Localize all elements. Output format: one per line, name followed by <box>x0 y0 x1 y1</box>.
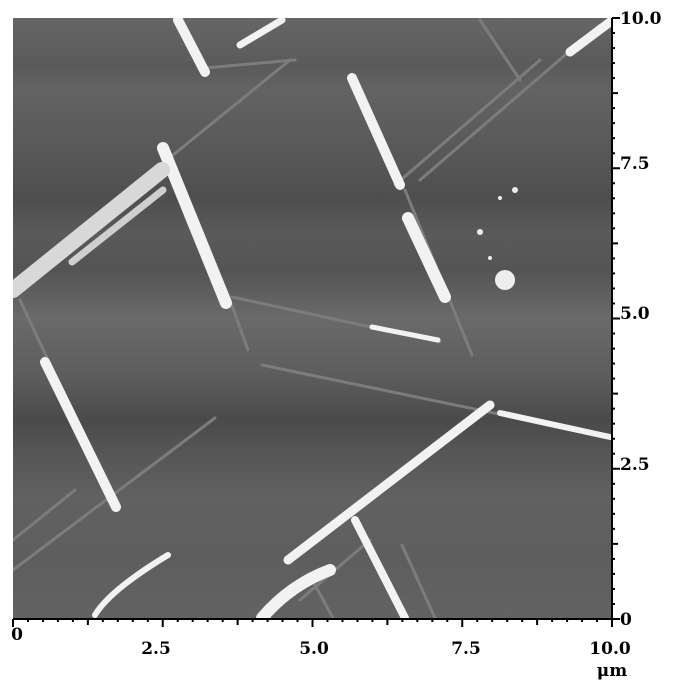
y-tick-label-3: 2.5 <box>620 455 650 475</box>
x-tick-label-4: 10.0 <box>589 639 631 659</box>
afm-image <box>13 18 611 618</box>
x-tick-label-1: 2.5 <box>141 639 171 659</box>
y-tick-label-2: 5.0 <box>620 304 650 324</box>
bright-wires <box>13 18 611 618</box>
y-tick-label-4: 0 <box>620 610 632 630</box>
x-tick-label-0: 0 <box>11 625 23 645</box>
x-unit-label: μm <box>597 661 627 681</box>
y-tick-label-1: 7.5 <box>620 154 650 174</box>
x-tick-label-3: 7.5 <box>451 639 481 659</box>
x-tick-label-2: 5.0 <box>299 639 329 659</box>
particles <box>477 187 518 290</box>
y-tick-label-0: 10.0 <box>620 9 662 29</box>
x-axis: 0 2.5 5.0 7.5 10.0 μm <box>11 619 631 681</box>
y-axis: 10.0 7.5 5.0 2.5 0 <box>612 9 662 630</box>
